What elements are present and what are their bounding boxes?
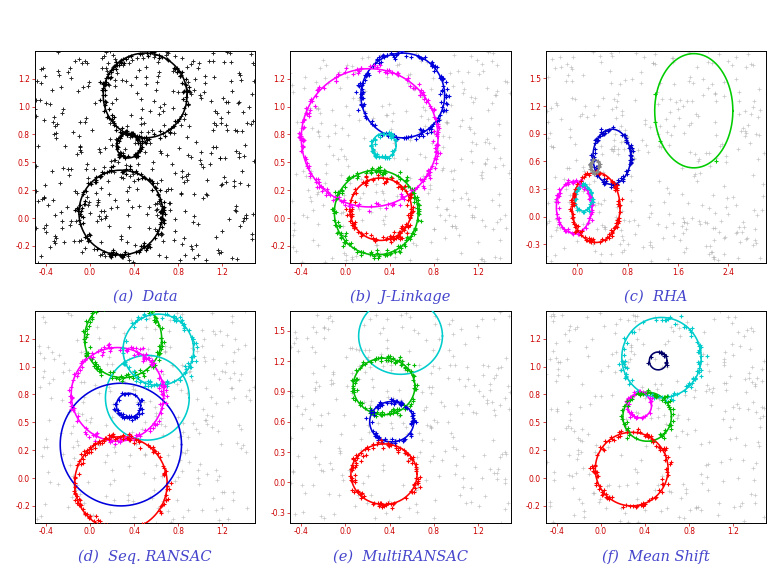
Text: (d)  Seq. RANSAC: (d) Seq. RANSAC bbox=[78, 550, 212, 564]
Text: (e)  MultiRANSAC: (e) MultiRANSAC bbox=[333, 550, 468, 564]
Text: (c)  RHA: (c) RHA bbox=[625, 290, 687, 304]
Text: (a)  Data: (a) Data bbox=[113, 290, 177, 304]
Text: (b)  J-Linkage: (b) J-Linkage bbox=[351, 290, 450, 304]
Text: (f)  Mean Shift: (f) Mean Shift bbox=[602, 550, 710, 564]
